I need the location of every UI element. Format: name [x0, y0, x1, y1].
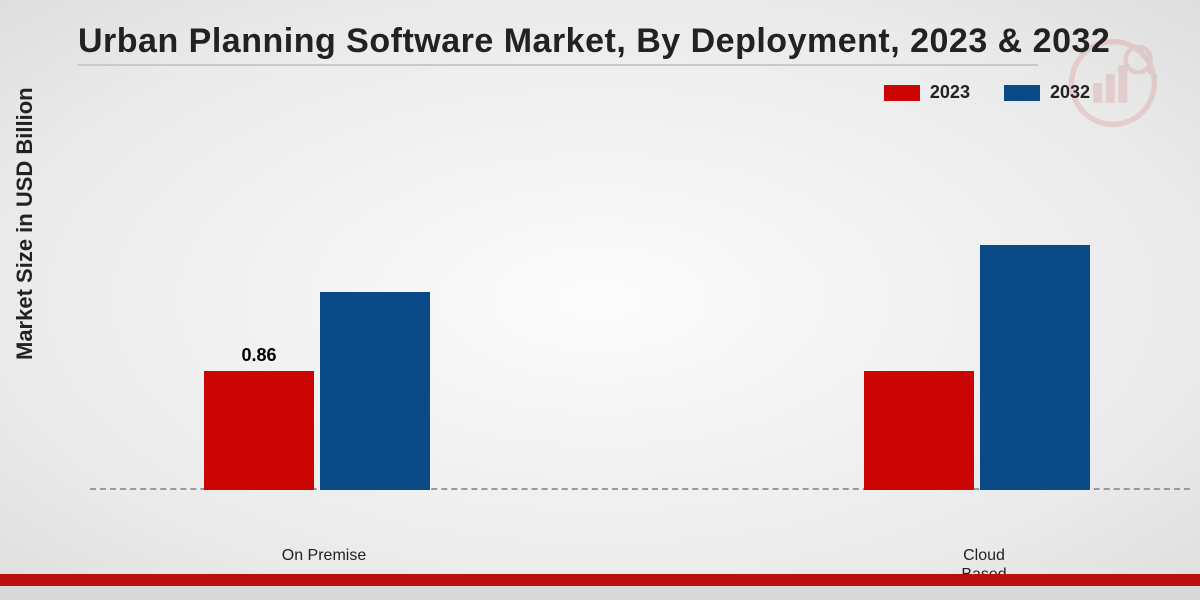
footer-accent-bar — [0, 574, 1200, 586]
bar-group-cloud-based: Cloud Based — [864, 245, 1104, 490]
legend-item-2023: 2023 — [884, 82, 970, 103]
footer-base-bar — [0, 586, 1200, 600]
bar-on-premise-2023: 0.86 — [204, 371, 314, 490]
title-underline — [78, 64, 1038, 66]
legend-label-2023: 2023 — [930, 82, 970, 103]
bar-group-on-premise: 0.86 On Premise — [204, 292, 444, 490]
y-axis-label: Market Size in USD Billion — [12, 87, 38, 360]
category-label: On Premise — [204, 546, 444, 565]
bar-on-premise-2032 — [320, 292, 430, 490]
plot-area: 0.86 On Premise Cloud Based — [120, 130, 1160, 490]
chart-title: Urban Planning Software Market, By Deplo… — [78, 22, 1110, 61]
legend-swatch-2023 — [884, 85, 920, 101]
legend: 2023 2032 — [884, 82, 1090, 103]
legend-swatch-2032 — [1004, 85, 1040, 101]
legend-label-2032: 2032 — [1050, 82, 1090, 103]
bar-cloud-based-2023 — [864, 371, 974, 490]
legend-item-2032: 2032 — [1004, 82, 1090, 103]
chart-canvas: Urban Planning Software Market, By Deplo… — [0, 0, 1200, 600]
bar-value-label: 0.86 — [204, 345, 314, 366]
bar-cloud-based-2032 — [980, 245, 1090, 490]
